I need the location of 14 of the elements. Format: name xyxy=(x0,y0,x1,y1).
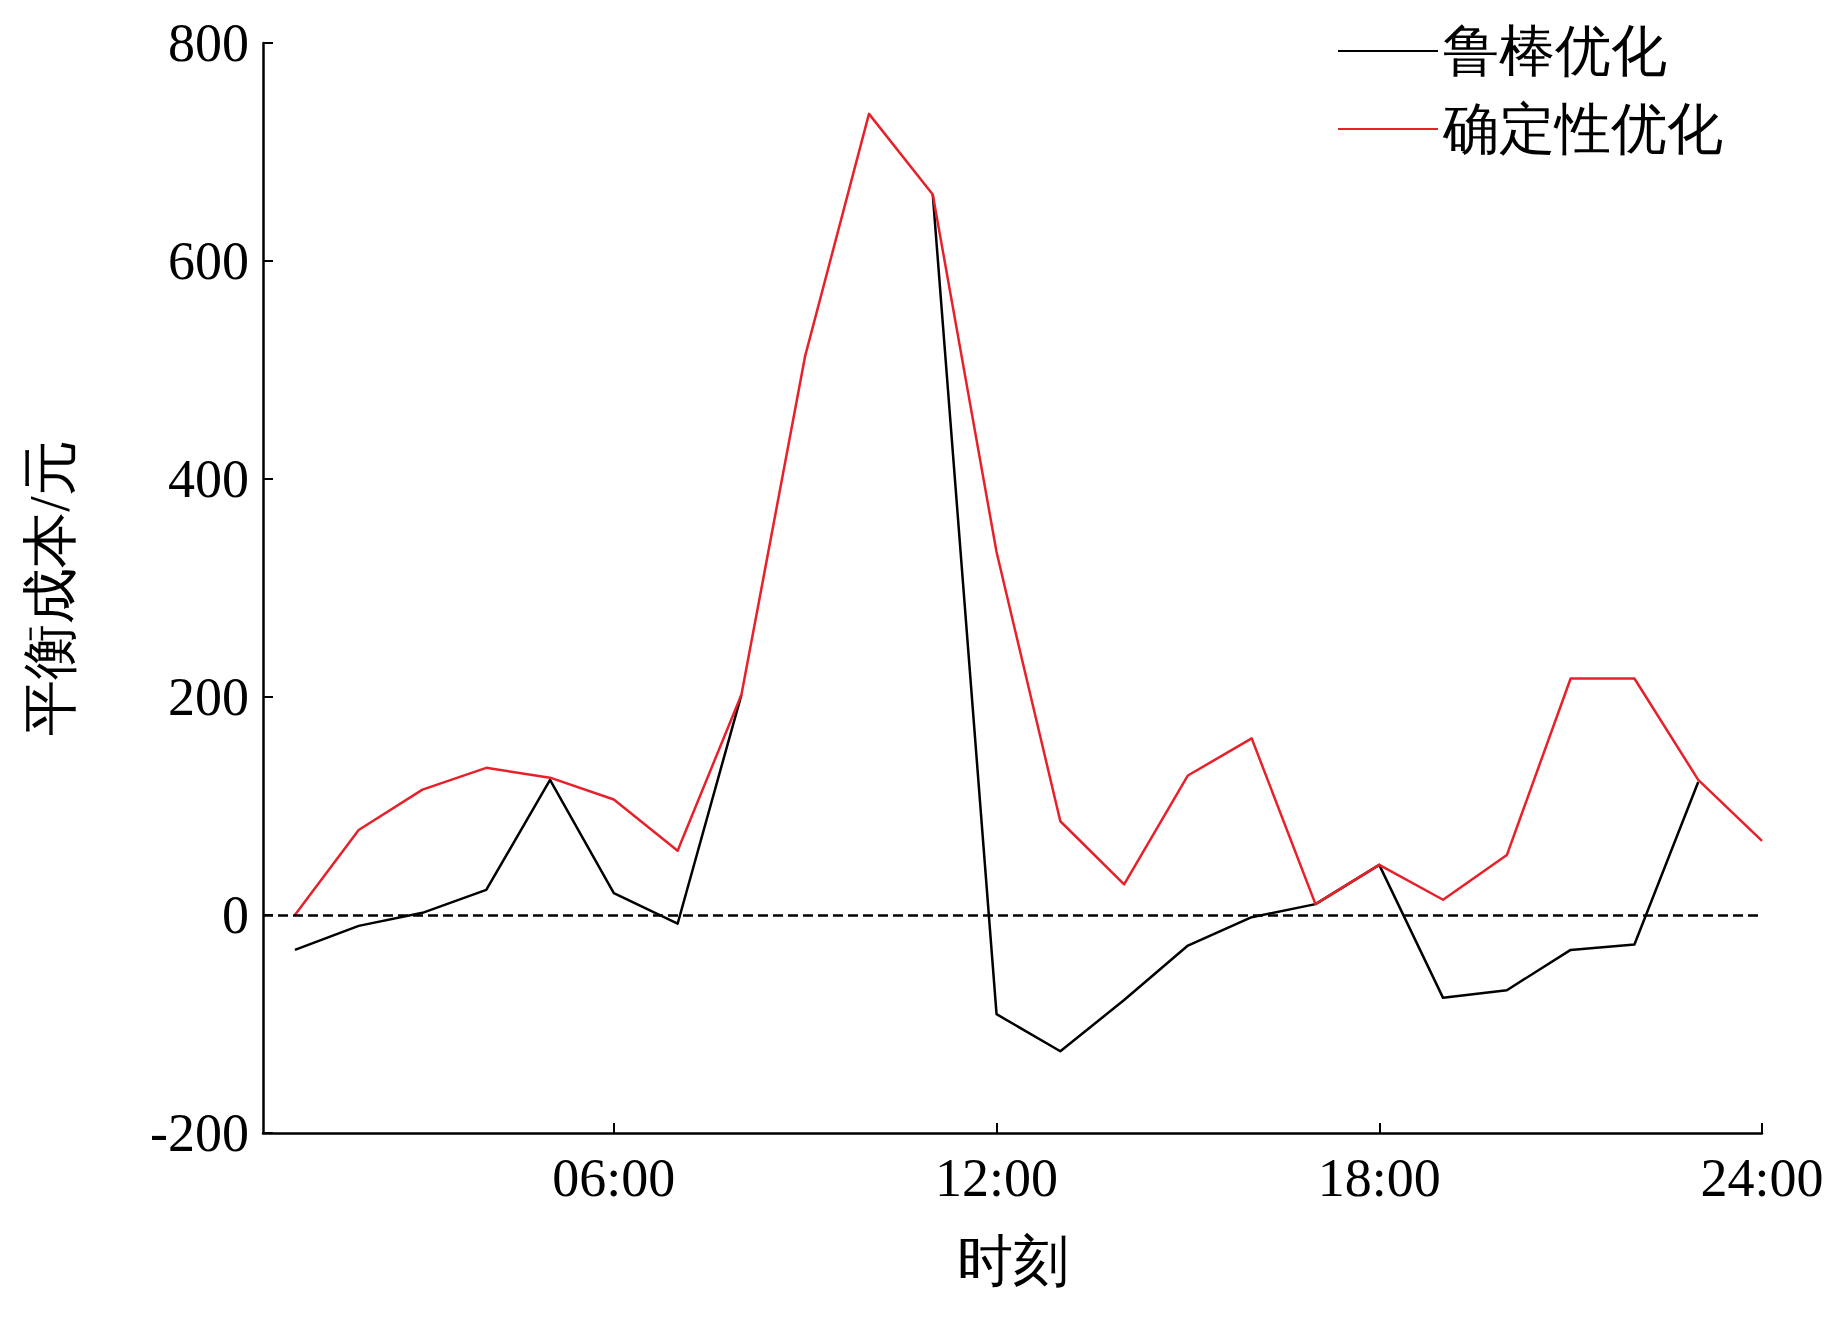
y-tick-label: -200 xyxy=(150,1103,249,1163)
x-tick-label: 18:00 xyxy=(1317,1148,1441,1208)
x-axis-title: 时刻 xyxy=(956,1230,1069,1292)
y-tick-label: 200 xyxy=(168,667,249,727)
y-tick-label: 400 xyxy=(168,449,249,509)
legend-label: 确定性优化 xyxy=(1442,98,1723,160)
y-tick-label: 600 xyxy=(168,231,249,291)
y-tick-label: 800 xyxy=(168,13,249,73)
x-tick-label: 06:00 xyxy=(552,1148,676,1208)
x-tick-label: 24:00 xyxy=(1700,1148,1824,1208)
y-tick-label: 0 xyxy=(222,885,249,945)
x-tick-label: 12:00 xyxy=(935,1148,1059,1208)
y-axis-title: 平衡成本/元 xyxy=(19,440,81,736)
legend-label: 鲁棒优化 xyxy=(1443,20,1667,82)
